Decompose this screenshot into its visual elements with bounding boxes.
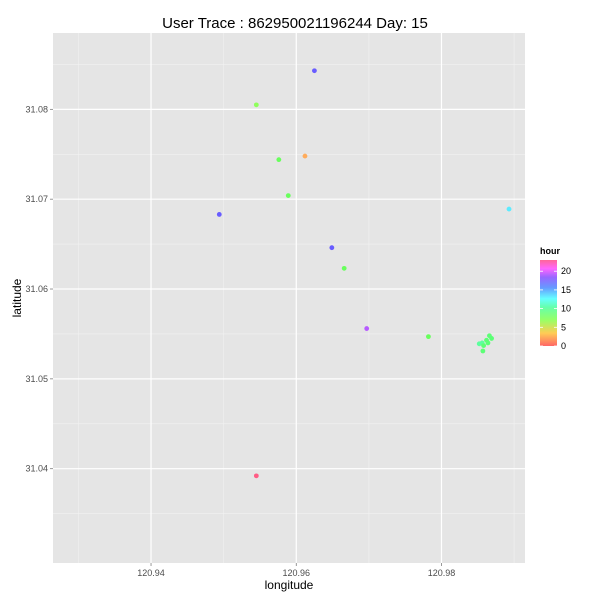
legend-tick-label: 0: [561, 341, 566, 351]
legend-title: hour: [540, 246, 560, 256]
legend-tick-label: 5: [561, 322, 566, 332]
data-point: [485, 340, 491, 346]
x-axis-ticks: 120.94 120.96 120.98: [137, 563, 455, 578]
chart-title: User Trace : 862950021196244 Day: 15: [162, 15, 428, 32]
data-point: [341, 265, 347, 271]
y-tick-label: 31.08: [25, 104, 48, 114]
data-point: [489, 336, 494, 341]
y-tick-label: 31.04: [25, 464, 48, 474]
legend-colorbar: [540, 260, 557, 346]
grid-minor: [53, 33, 525, 563]
data-point: [285, 193, 291, 198]
data-point: [506, 206, 512, 212]
plot-panel: [53, 33, 525, 563]
y-tick-label: 31.05: [25, 374, 48, 384]
legend-tick-label: 20: [561, 266, 571, 276]
data-point: [302, 153, 308, 159]
color-legend: hour 0 5 10 15 20: [540, 246, 571, 351]
data-point: [481, 343, 487, 349]
data-point: [253, 102, 259, 108]
legend-tick-label: 10: [561, 304, 571, 314]
data-point: [476, 341, 482, 347]
data-point: [253, 473, 259, 479]
y-axis-label: latitude: [10, 278, 24, 317]
grid-major: [53, 33, 525, 563]
data-point: [364, 326, 370, 331]
y-tick-label: 31.06: [25, 284, 48, 294]
y-axis-ticks: 31.04 31.05 31.06 31.07 31.08: [25, 104, 53, 474]
y-tick-label: 31.07: [25, 194, 48, 204]
data-point: [312, 68, 317, 74]
data-point: [426, 334, 431, 340]
data-point: [216, 212, 222, 217]
plot-background: [53, 33, 525, 563]
data-point: [329, 245, 335, 251]
data-points: [216, 68, 512, 479]
x-tick-label: 120.96: [282, 568, 310, 578]
data-point: [276, 157, 282, 163]
legend-tick-label: 15: [561, 285, 571, 295]
x-tick-label: 120.94: [137, 568, 165, 578]
x-tick-label: 120.98: [428, 568, 456, 578]
data-point: [480, 348, 486, 354]
legend-ticks: 0 5 10 15 20: [540, 266, 571, 351]
x-axis-label: longitude: [265, 578, 314, 592]
